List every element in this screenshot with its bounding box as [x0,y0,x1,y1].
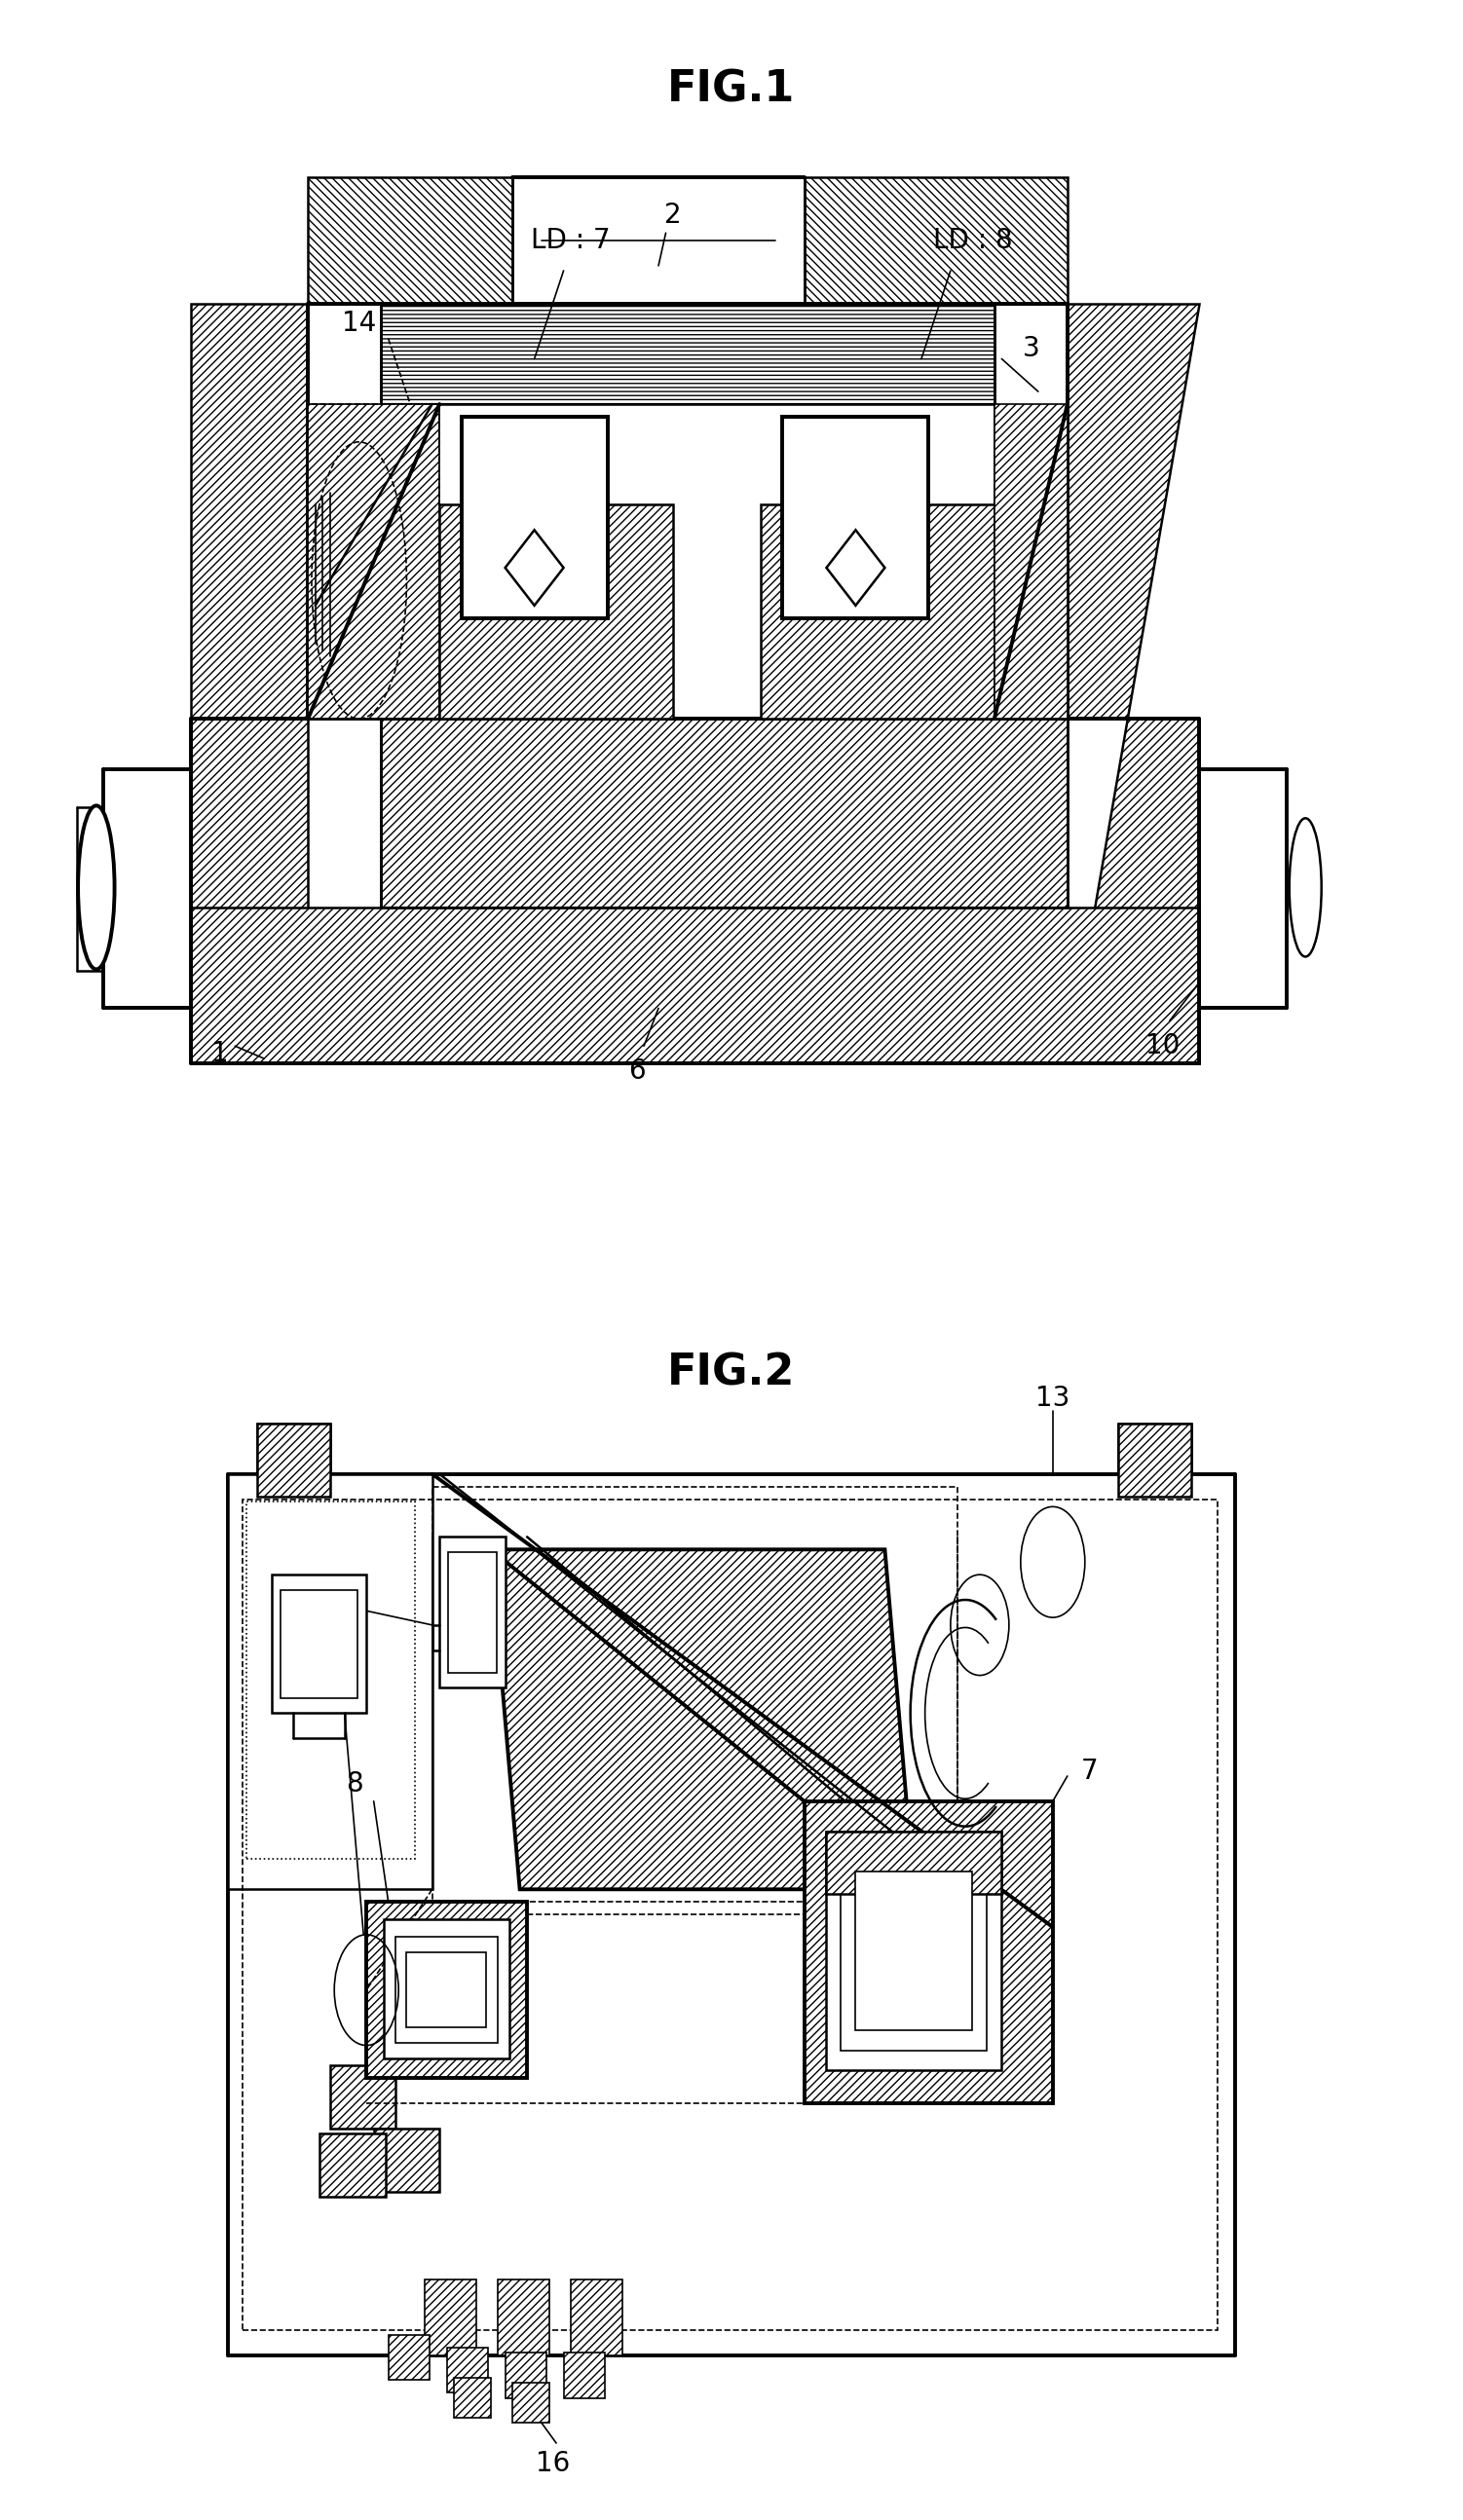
Text: 2: 2 [664,202,682,229]
Bar [432,1487,958,1915]
Bar [448,1552,496,1673]
Polygon shape [309,403,439,718]
Polygon shape [1119,1424,1191,1497]
Polygon shape [309,176,512,302]
Polygon shape [257,1424,331,1497]
Polygon shape [192,302,309,1063]
Polygon shape [490,1550,914,1890]
Bar [439,1537,505,1688]
Bar [383,1920,509,2059]
Polygon shape [783,416,929,617]
Polygon shape [761,504,995,718]
Polygon shape [805,176,1068,302]
Polygon shape [380,718,1068,907]
Text: 16: 16 [535,2449,571,2477]
Polygon shape [454,2379,490,2419]
Polygon shape [995,403,1068,718]
Polygon shape [228,1474,432,1890]
Text: 10: 10 [1146,1033,1179,1061]
Bar [272,1575,366,1714]
Text: 6: 6 [628,1058,645,1084]
Polygon shape [424,2281,475,2356]
Text: 8: 8 [347,1769,363,1797]
Text: 13: 13 [1036,1386,1069,1411]
Bar [827,1832,1002,1895]
Bar [405,1953,486,2029]
Polygon shape [388,2336,429,2381]
Text: 3: 3 [1023,335,1040,363]
Text: FIG.2: FIG.2 [667,1353,796,1394]
Text: FIG.1: FIG.1 [667,68,796,111]
Polygon shape [320,2134,385,2197]
Ellipse shape [78,806,114,970]
Bar [856,1872,973,2031]
Polygon shape [512,2384,549,2424]
Ellipse shape [1289,819,1321,958]
Bar [243,1499,1217,2331]
Text: 9: 9 [278,1583,294,1610]
Polygon shape [446,2349,487,2394]
Bar [309,403,439,718]
Polygon shape [380,302,995,403]
Text: LD : 8: LD : 8 [933,227,1012,255]
Polygon shape [563,2354,604,2399]
Polygon shape [571,2281,622,2356]
Polygon shape [366,1903,527,2079]
Text: 14: 14 [306,1683,339,1711]
Bar [247,1502,414,1860]
Polygon shape [505,2354,546,2399]
Polygon shape [1068,302,1198,1063]
Polygon shape [497,2281,549,2356]
Text: 7: 7 [1081,1756,1097,1784]
Polygon shape [505,529,563,605]
Polygon shape [827,529,885,605]
Bar [395,1938,497,2044]
Text: 1: 1 [212,1041,230,1066]
Bar [827,1832,1002,2071]
Polygon shape [192,907,1198,1063]
Polygon shape [461,416,607,617]
Bar [841,1852,988,2051]
Polygon shape [331,2066,395,2129]
Text: 14: 14 [342,310,376,338]
Polygon shape [373,2129,439,2192]
Bar [281,1590,357,1698]
Polygon shape [805,1802,1053,2104]
Text: LD : 7: LD : 7 [531,227,610,255]
Polygon shape [439,504,673,718]
